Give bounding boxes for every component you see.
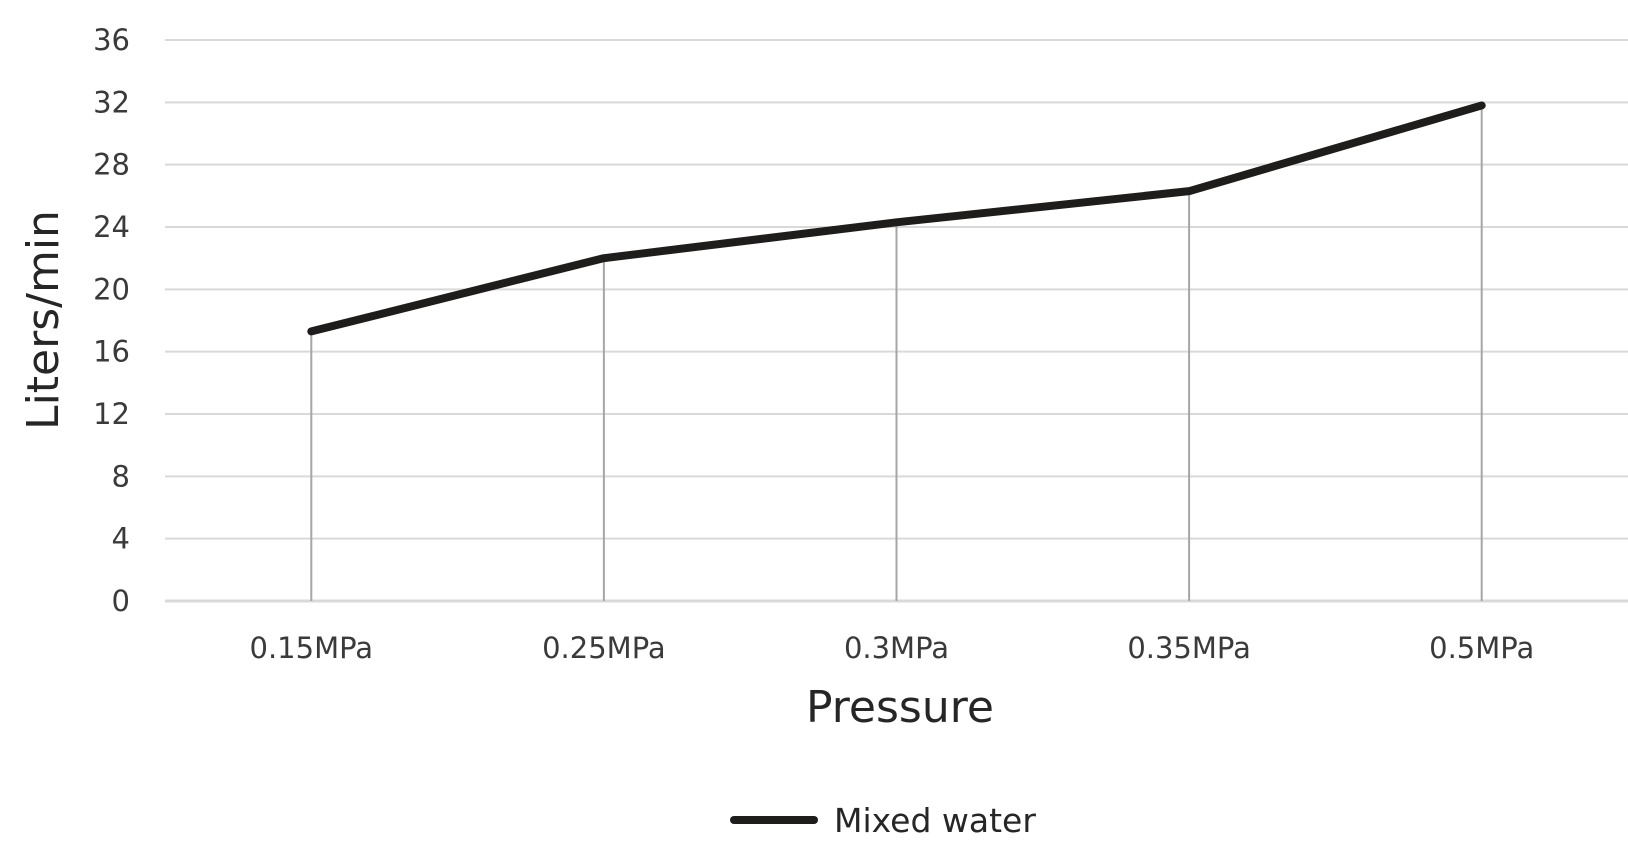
y-tick-label: 16 — [93, 335, 130, 369]
legend-label-mixed-water: Mixed water — [834, 801, 1036, 840]
data-point — [308, 328, 315, 335]
data-point — [893, 219, 900, 226]
y-tick-label: 4 — [112, 522, 130, 556]
y-tick-label: 20 — [93, 272, 130, 306]
series-layer — [307, 101, 1486, 336]
data-point — [1478, 102, 1485, 109]
x-tick-labels: 0.15MPa 0.25MPa 0.3MPa 0.35MPa 0.5MPa — [250, 631, 1535, 665]
y-tick-label: 36 — [93, 23, 130, 57]
x-tick-label: 0.3MPa — [844, 631, 949, 665]
y-tick-label: 24 — [93, 210, 130, 244]
y-tick-labels: 0 4 8 12 16 20 24 28 32 36 — [93, 23, 130, 618]
y-tick-label: 12 — [93, 397, 130, 431]
drop-lines — [310, 105, 1483, 601]
x-tick-label: 0.35MPa — [1127, 631, 1251, 665]
x-tick-label: 0.25MPa — [542, 631, 666, 665]
data-point — [600, 255, 607, 262]
x-tick-label: 0.15MPa — [250, 631, 374, 665]
legend: Mixed water — [730, 801, 1036, 840]
y-axis-title: Liters/min — [18, 210, 69, 430]
y-tick-label: 8 — [112, 459, 130, 493]
data-point — [1186, 188, 1193, 195]
y-tick-label: 0 — [112, 584, 130, 618]
x-axis-title: Pressure — [806, 682, 994, 733]
x-tick-label: 0.5MPa — [1429, 631, 1534, 665]
y-tick-label: 28 — [93, 148, 130, 182]
y-tick-label: 32 — [93, 85, 130, 119]
